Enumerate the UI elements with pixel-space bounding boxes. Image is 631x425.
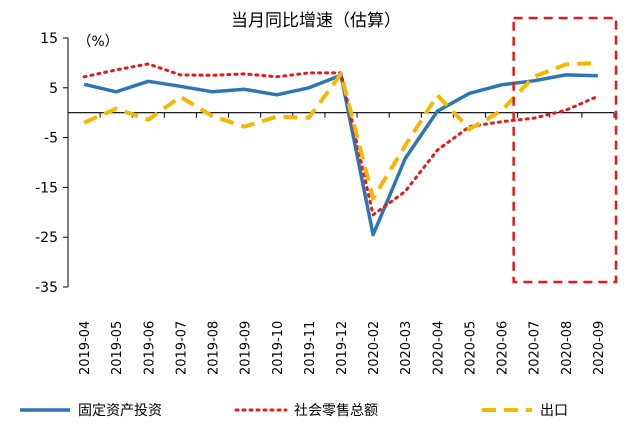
x-tick-label: 2019-07 (174, 321, 189, 375)
chart-title: 当月同比增速（估算） (231, 11, 401, 31)
x-tick-label: 2020-02 (367, 321, 382, 375)
axes (67, 38, 614, 287)
x-tick-label: 2020-08 (560, 321, 575, 375)
series-line-2 (82, 62, 600, 217)
legend-label: 出口 (540, 403, 568, 419)
highlight-box (512, 16, 618, 284)
series-line-1 (83, 73, 598, 237)
x-tick-label: 2020-06 (496, 321, 511, 375)
x-tick-label: 2019-09 (239, 321, 254, 375)
y-tick-label: 5 (49, 81, 58, 97)
y-tick-label: 15 (40, 31, 58, 47)
y-tick-label: -5 (44, 131, 58, 147)
x-tick-label: 2019-05 (110, 321, 125, 375)
x-axis: 2019-04 2019-05 2019-06 2019-07 2019-08 2019-… (67, 112, 615, 375)
y-tick-label: -35 (35, 280, 58, 296)
y-axis: 15 5 -5 -15 -25 -35 (35, 31, 68, 296)
x-tick-label: 2020-03 (399, 321, 414, 375)
y-tick-label: -15 (35, 180, 58, 196)
x-tick-label: 2020-07 (528, 321, 543, 375)
highlight-box-group (512, 16, 618, 284)
x-tick-label: 2019-04 (78, 321, 93, 375)
y-tick-label: -25 (35, 230, 58, 246)
legend-label: 社会零售总额 (294, 403, 378, 419)
series-line-3 (83, 60, 598, 201)
x-tick-label: 2019-11 (303, 321, 318, 375)
legend-label: 固定资产投资 (78, 403, 162, 419)
x-tick-label: 2019-06 (142, 321, 157, 375)
x-tick-label: 2019-10 (271, 321, 286, 375)
x-tick-label: 2020-09 (592, 321, 607, 375)
x-tick-label: 2019-12 (335, 321, 350, 375)
x-tick-label: 2019-08 (207, 321, 222, 375)
legend: 固定资产投资 社会零售总额 出口 (20, 403, 568, 419)
series-group (82, 60, 600, 237)
y-axis-label: （%） (77, 34, 118, 50)
x-tick-label: 2020-04 (431, 321, 446, 375)
x-tick-label: 2020-05 (463, 321, 478, 375)
